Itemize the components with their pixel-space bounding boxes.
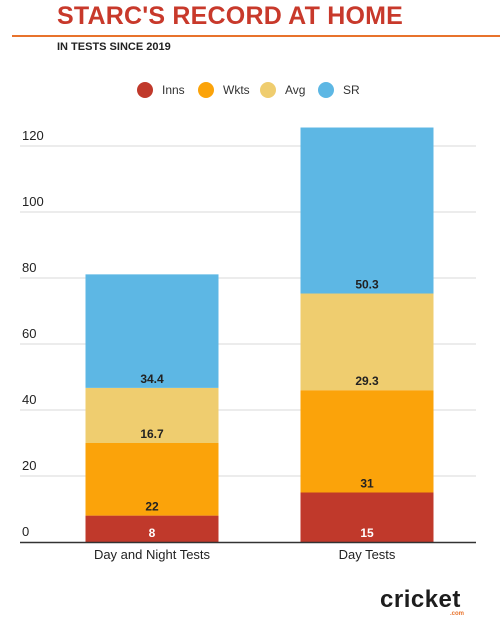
x-axis: Day and Night Tests Day Tests (20, 541, 476, 562)
legend: Inns Wkts Avg SR (137, 82, 360, 98)
data-labels: 8 22 16.7 34.4 15 31 29.3 50.3 (140, 278, 379, 540)
legend-swatch-sr (318, 82, 334, 98)
legend-swatch-wkts (198, 82, 214, 98)
data-label: 15 (360, 526, 374, 540)
bar-segment-sr (85, 274, 219, 388)
x-tick-label: Day Tests (339, 547, 396, 562)
data-label: 22 (145, 500, 159, 514)
brand-logo-sub: .com (450, 611, 465, 617)
brand-logo: cricket .com (380, 586, 475, 620)
y-tick-label: 20 (22, 458, 36, 473)
brand-logo-word: cricket (380, 586, 461, 613)
bar-segment-inns (300, 492, 434, 542)
bar-segment-inns (85, 515, 219, 542)
chart-title: STARC'S RECORD AT HOME (57, 2, 403, 30)
y-tick-label: 100 (22, 194, 44, 209)
y-tick-label: 80 (22, 260, 36, 275)
data-label: 29.3 (355, 374, 379, 388)
bar-segment-sr (300, 127, 434, 294)
title-underline (12, 35, 500, 37)
chart-subtitle: IN TESTS SINCE 2019 (57, 41, 171, 53)
data-label: 31 (360, 477, 374, 491)
legend-label: Avg (285, 83, 305, 97)
bar-segment-avg (300, 293, 434, 391)
y-tick-label: 120 (22, 128, 44, 143)
legend-label: Inns (162, 83, 185, 97)
y-tick-label: 0 (22, 524, 29, 539)
y-tick-label: 40 (22, 392, 36, 407)
bars (85, 127, 434, 542)
bar-segment-wkts (85, 443, 219, 516)
bar-segment-wkts (300, 390, 434, 493)
legend-swatch-avg (260, 82, 276, 98)
x-tick-label: Day and Night Tests (94, 547, 211, 562)
data-label: 50.3 (355, 278, 379, 292)
legend-label: Wkts (223, 83, 250, 97)
data-label: 8 (149, 526, 156, 540)
legend-swatch-inns (137, 82, 153, 98)
data-label: 34.4 (140, 372, 164, 386)
data-label: 16.7 (140, 427, 164, 441)
y-tick-label: 60 (22, 326, 36, 341)
legend-label: SR (343, 83, 360, 97)
bar-segment-avg (85, 387, 219, 443)
